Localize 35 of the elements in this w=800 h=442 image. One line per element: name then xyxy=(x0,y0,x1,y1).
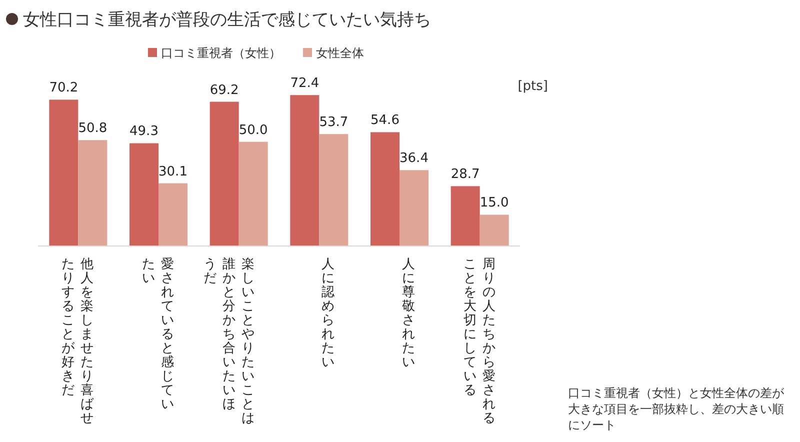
data-label: 28.7 xyxy=(450,167,480,182)
bar xyxy=(130,143,158,246)
legend-label: 口コミ重視者（女性） xyxy=(161,46,281,60)
bar xyxy=(158,183,188,246)
bar xyxy=(210,102,239,246)
data-label: 15.0 xyxy=(480,196,509,211)
bar xyxy=(238,142,268,246)
bar xyxy=(319,134,348,246)
data-label: 50.8 xyxy=(78,121,108,136)
bar xyxy=(49,100,78,246)
data-label: 54.6 xyxy=(370,113,400,128)
data-label: 69.2 xyxy=(210,82,239,98)
data-label: 70.2 xyxy=(49,80,78,96)
text: 口コミ重視者（女性）と女性全体の差が大きな項目を一部抜粋し、差の大きい順にソート xyxy=(568,385,785,433)
category-label: 他人を楽しませたり喜ばせたりすることが好きだ xyxy=(62,257,94,426)
data-label: 72.4 xyxy=(290,76,320,92)
bar xyxy=(450,186,480,246)
data-label: 30.1 xyxy=(158,164,188,180)
category-label: 周りの人たちから愛されることを大切にしている xyxy=(463,257,496,426)
chart-title: 女性口コミ重視者が普段の生活で感じていたい気持ち xyxy=(23,10,431,30)
bar xyxy=(370,132,400,246)
category-label: 愛されていると感じていたい xyxy=(142,257,174,412)
data-label: 36.4 xyxy=(400,151,428,166)
x-tick-label: 人に認められたい xyxy=(320,257,336,372)
bar xyxy=(400,170,428,246)
x-tick-label: 人に尊敬されたい xyxy=(401,257,416,372)
data-label: 53.7 xyxy=(319,115,348,130)
category-label: 楽しいことやりたいことは誰かと分かち合いたいほうだ xyxy=(203,257,254,426)
data-label: 49.3 xyxy=(130,124,158,140)
legend-label: 女性全体 xyxy=(316,46,364,60)
bar xyxy=(290,95,320,246)
data-label: 50.0 xyxy=(238,122,268,138)
bar xyxy=(480,214,509,246)
bar xyxy=(78,140,108,246)
y-axis-title: [pts] xyxy=(518,79,548,94)
